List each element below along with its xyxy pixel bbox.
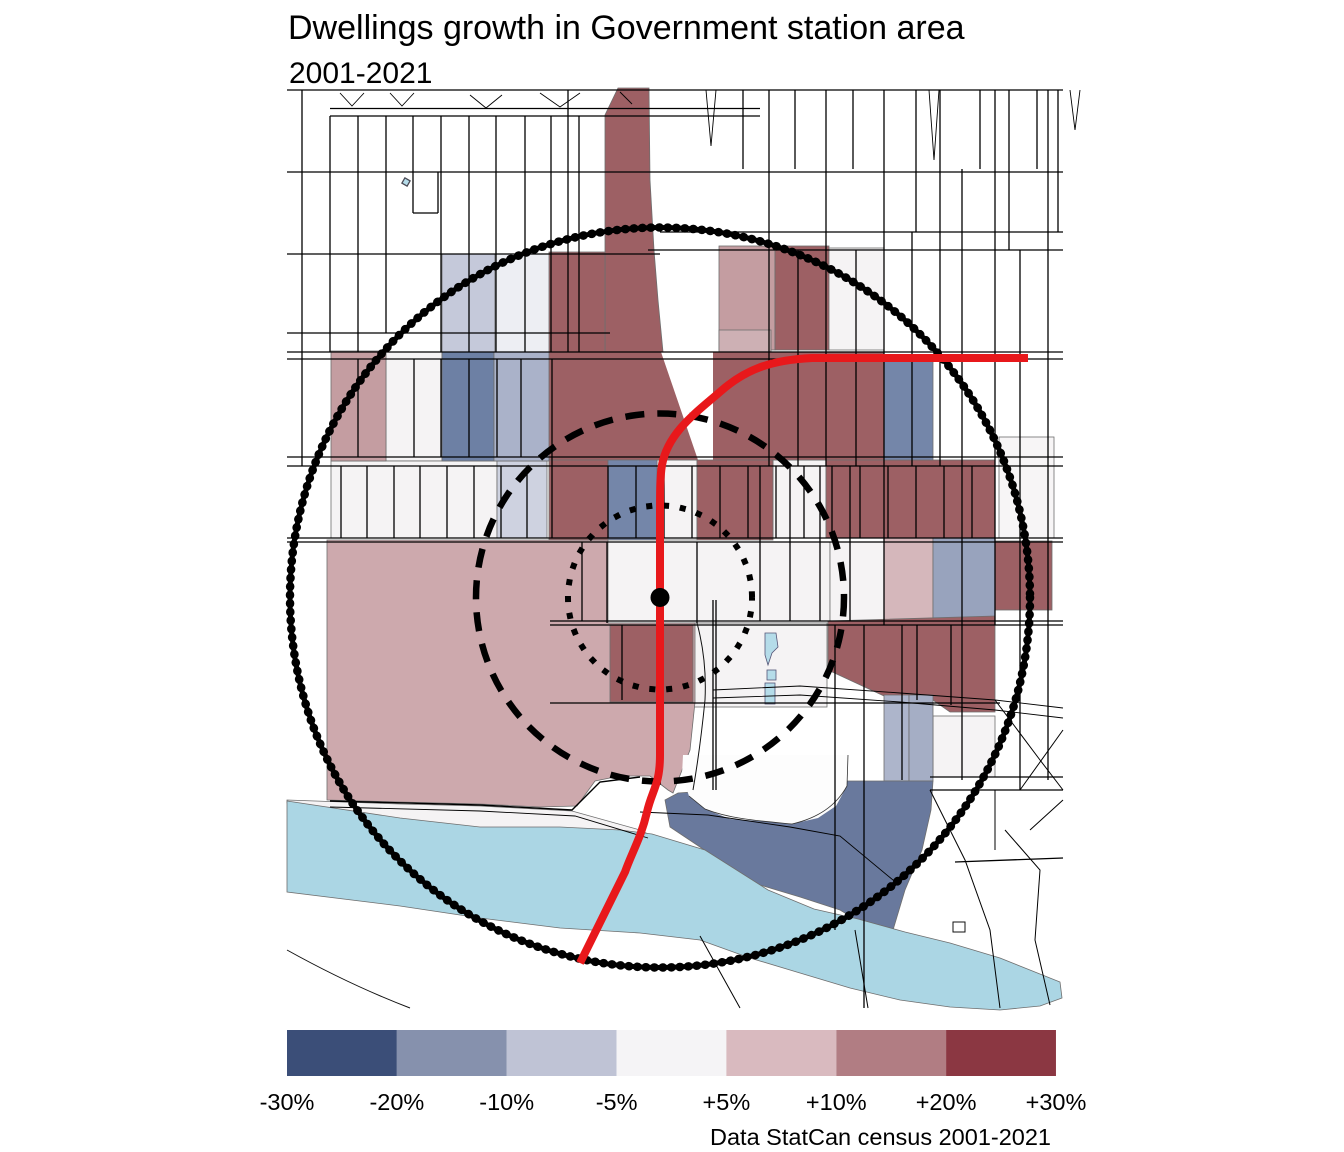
- svg-text:-30%: -30%: [260, 1089, 315, 1115]
- svg-text:Dwellings growth in Government: Dwellings growth in Government station a…: [288, 9, 965, 47]
- svg-text:+20%: +20%: [916, 1089, 977, 1115]
- svg-text:2001-2021: 2001-2021: [289, 57, 432, 90]
- svg-text:-5%: -5%: [596, 1089, 638, 1115]
- svg-text:+5%: +5%: [703, 1089, 751, 1115]
- svg-text:Data StatCan census 2001-2021: Data StatCan census 2001-2021: [710, 1124, 1051, 1150]
- svg-text:+10%: +10%: [806, 1089, 867, 1115]
- svg-text:-10%: -10%: [479, 1089, 534, 1115]
- svg-text:-20%: -20%: [369, 1089, 424, 1115]
- svg-text:+30%: +30%: [1026, 1089, 1087, 1115]
